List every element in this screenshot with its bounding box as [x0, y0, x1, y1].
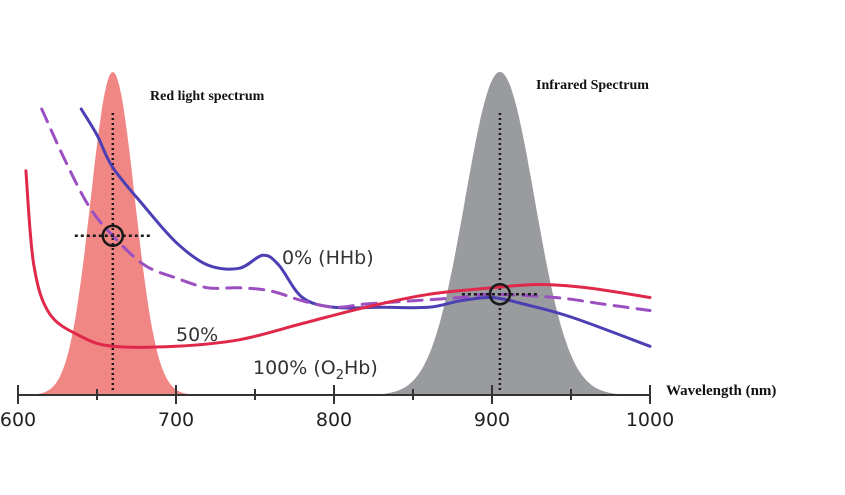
x-tick-label-1000: 1000 — [626, 409, 674, 431]
curve-50 — [40, 107, 652, 312]
x-tick-label-900: 900 — [474, 409, 510, 431]
spectra-layer — [35, 72, 622, 395]
x-tick-label-600: 600 — [0, 409, 36, 431]
infrared-spectrum-label: Infrared Spectrum — [536, 78, 649, 93]
series-label-50: 50% — [176, 324, 218, 346]
x-axis-ticks: 600 700 800 900 1000 — [0, 385, 674, 431]
curves-layer — [24, 107, 652, 349]
o2hb-label-sub: 2 — [336, 368, 344, 383]
x-tick-label-700: 700 — [158, 409, 194, 431]
curve-100-o2hb — [24, 169, 652, 349]
series-label-hhb: 0% (HHb) — [282, 247, 374, 269]
x-axis: 600 700 800 900 1000 Wavelength (nm) — [0, 383, 776, 431]
x-axis-label: Wavelength (nm) — [666, 383, 776, 399]
curve-0-hhb — [79, 107, 652, 348]
markers-layer — [74, 224, 538, 306]
o2hb-label-end: Hb) — [344, 357, 378, 379]
marker-1-circle — [101, 224, 125, 247]
x-tick-label-800: 800 — [316, 409, 352, 431]
series-label-o2hb: 100% (O2Hb) — [253, 357, 378, 383]
marker-2-circle — [488, 283, 512, 306]
red-spectrum-label: Red light spectrum — [150, 89, 265, 104]
o2hb-label-main: 100% (O — [253, 357, 336, 379]
